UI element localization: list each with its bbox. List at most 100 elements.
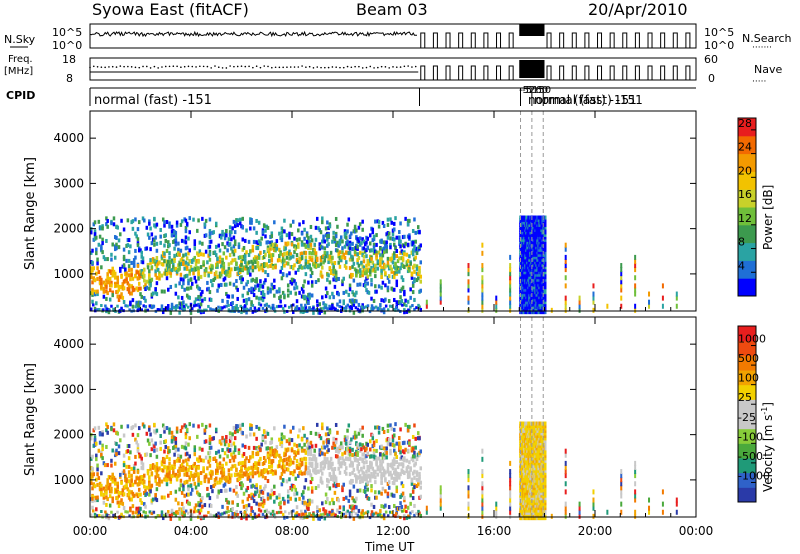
power-cell xyxy=(384,304,388,308)
power-cell xyxy=(521,287,524,292)
power-cell xyxy=(533,285,536,290)
power-cell xyxy=(180,238,184,243)
power-cell xyxy=(117,287,121,292)
power-cell xyxy=(536,245,539,250)
power-cell xyxy=(341,282,344,287)
velocity-cell xyxy=(126,493,130,498)
power-cell xyxy=(326,307,329,311)
power-cell xyxy=(208,239,212,244)
freq-point xyxy=(414,65,417,68)
velocity-cell xyxy=(214,470,218,475)
power-cell xyxy=(159,228,162,233)
power-cell xyxy=(212,278,215,283)
power-cell xyxy=(96,266,99,271)
power-cell xyxy=(529,265,532,270)
power-cell xyxy=(222,265,226,270)
power-cell xyxy=(370,265,373,270)
power-cell xyxy=(170,224,174,229)
velocity-cell xyxy=(280,436,284,441)
power-cell xyxy=(129,244,132,249)
power-cell xyxy=(535,247,538,252)
power-cell xyxy=(467,287,470,293)
velocity-cell xyxy=(259,485,262,490)
power-cell xyxy=(525,225,528,230)
power-cell xyxy=(523,230,526,235)
power-cell xyxy=(536,295,539,300)
velocity-cell xyxy=(299,457,303,462)
power-cell xyxy=(241,293,244,298)
power-cell xyxy=(389,236,392,241)
velocity-cell xyxy=(355,479,358,484)
power-cell xyxy=(322,306,325,310)
power-cell xyxy=(333,269,337,274)
power-cell xyxy=(252,239,256,244)
power-cell xyxy=(564,258,567,264)
velocity-cell xyxy=(257,489,261,494)
velocity-cell xyxy=(310,461,314,466)
power-cell xyxy=(541,225,544,230)
power-cell xyxy=(246,279,250,284)
velocity-cell xyxy=(233,473,237,478)
power-cell xyxy=(285,255,289,260)
power-cell xyxy=(539,310,542,315)
power-cell xyxy=(535,272,538,277)
power-cell xyxy=(390,267,393,272)
velocity-cell xyxy=(312,468,315,473)
power-cell xyxy=(170,258,174,263)
power-cell xyxy=(345,240,348,245)
power-cell xyxy=(544,230,547,235)
power-cell xyxy=(527,280,530,285)
velocity-cell xyxy=(170,435,174,440)
power-cell xyxy=(169,273,173,278)
power-cell xyxy=(191,267,194,272)
freq-point xyxy=(138,66,141,69)
nsky-pulse xyxy=(685,32,691,48)
velocity-cell xyxy=(188,501,191,506)
power-cell xyxy=(532,270,535,275)
nsearch-label: N.Search xyxy=(742,32,792,45)
power-cell xyxy=(408,235,411,240)
power-cell xyxy=(182,260,185,265)
velocity-cell xyxy=(265,430,268,435)
velocity-cell xyxy=(266,496,270,501)
power-cell xyxy=(91,260,94,265)
velocity-cell xyxy=(361,452,364,457)
power-cell xyxy=(534,222,537,227)
velocity-cell xyxy=(196,490,199,495)
velocity-cell xyxy=(189,491,193,496)
power-cell xyxy=(413,244,416,249)
velocity-cell xyxy=(254,471,257,476)
velocity-cell xyxy=(111,448,114,453)
velocity-cell xyxy=(379,459,382,464)
power-cell xyxy=(244,258,247,263)
velocity-cell xyxy=(314,470,318,475)
velocity-cell xyxy=(95,457,98,462)
velocity-cell xyxy=(217,489,221,494)
velocity-cell xyxy=(174,497,178,502)
velocity-cell xyxy=(345,511,348,516)
power-cell xyxy=(399,295,402,300)
power-cell xyxy=(369,248,372,253)
power-cell xyxy=(481,267,484,273)
velocity-cell xyxy=(160,510,164,515)
velocity-cell xyxy=(241,483,244,488)
velocity-cell xyxy=(280,432,284,437)
power-cell xyxy=(439,299,442,305)
power-cell xyxy=(180,262,184,267)
velocity-cell xyxy=(240,486,243,491)
velocity-cell xyxy=(155,462,159,467)
velocity-cell xyxy=(284,452,287,457)
power-cell xyxy=(382,310,386,315)
power-cell xyxy=(250,220,253,225)
power-cell xyxy=(540,290,543,295)
power-cell xyxy=(540,227,543,232)
velocity-cell xyxy=(245,488,248,493)
velocity-cell xyxy=(228,479,232,484)
power-cell xyxy=(376,219,380,224)
power-cell xyxy=(534,290,537,295)
power-cell xyxy=(150,265,154,270)
velocity-cell xyxy=(96,495,99,500)
power-cell xyxy=(527,282,530,287)
power-cell xyxy=(183,274,186,279)
velocity-cell xyxy=(169,477,173,482)
